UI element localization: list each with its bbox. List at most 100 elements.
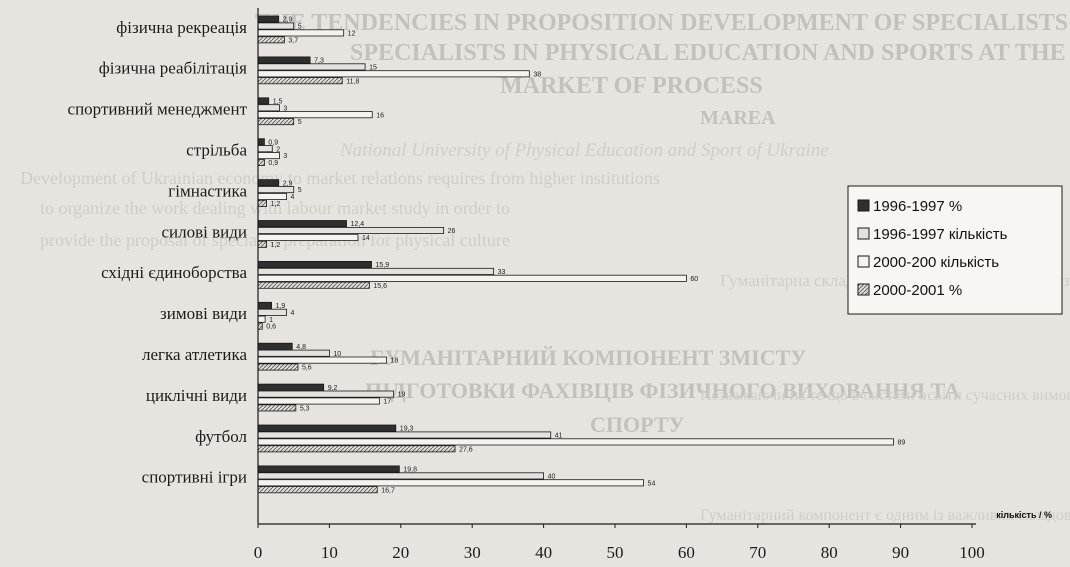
bar-value-label: 1,2 <box>271 242 281 249</box>
bar-open <box>257 29 345 37</box>
bar-value-label: 1,5 <box>273 99 283 106</box>
bar-value-label: 5 <box>298 187 302 194</box>
bar-value-label: 19 <box>398 392 406 399</box>
category-label: фізична реабілітація <box>99 59 247 78</box>
bar-hatch <box>257 445 456 453</box>
bar-light <box>257 390 395 398</box>
bar-solid <box>257 342 293 350</box>
bar-light <box>257 145 273 153</box>
bar-light <box>257 186 295 194</box>
bar-value-label: 4 <box>291 310 295 317</box>
x-axis-ticks: 0 10 20 30 40 50 60 70 80 90 100 <box>254 524 985 562</box>
bar-value-label: 3,7 <box>288 37 298 44</box>
bar-value-label: 16 <box>376 112 384 119</box>
bar-light <box>257 63 366 71</box>
bar-value-label: 5,3 <box>300 406 310 413</box>
bar-value-label: 0,6 <box>266 324 276 331</box>
category-label: циклічні види <box>146 386 247 405</box>
bar-value-label: 10 <box>333 351 341 358</box>
bleed-body-line: to organize the work dealing with labour… <box>40 198 510 218</box>
category-label: фізична рекреація <box>116 18 247 37</box>
bar-hatch <box>257 404 297 412</box>
bleed-body-line: Гуманітарний компонент є одним із важлив… <box>700 507 1070 524</box>
bar-light <box>257 431 552 439</box>
bar-value-label: 3 <box>283 105 287 112</box>
bar-value-label: 11,8 <box>346 78 359 85</box>
bar-value-label: 60 <box>690 276 698 283</box>
bar-solid <box>257 138 265 146</box>
x-tick-label: 30 <box>464 543 481 562</box>
bleed-heading-line: СПОРТУ <box>590 412 685 437</box>
bar-value-label: 41 <box>555 433 563 440</box>
bar-open <box>257 479 644 487</box>
bar-open <box>257 356 387 364</box>
bar-value-label: 1 <box>269 317 273 324</box>
bar-value-label: 9,2 <box>328 385 338 392</box>
bar-open <box>257 70 530 78</box>
bar-value-label: 18 <box>391 358 399 365</box>
x-tick-label: 90 <box>892 543 909 562</box>
bar-value-label: 5,6 <box>302 365 312 372</box>
bleed-heading-line: SPECIALISTS IN PHYSICAL EDUCATION AND SP… <box>350 40 1066 66</box>
bar-value-label: 0,9 <box>268 139 278 146</box>
bar-light <box>257 308 287 316</box>
bar-solid <box>257 56 311 64</box>
bar-value-label: 4 <box>291 194 295 201</box>
bar-value-label: 19,3 <box>400 426 414 433</box>
category-label: гімнастика <box>168 181 247 200</box>
bar-hatch <box>257 77 343 85</box>
bar-value-label: 26 <box>448 228 456 235</box>
bar-value-label: 2,9 <box>283 17 293 24</box>
legend-swatch-light <box>857 227 870 240</box>
bar-value-label: 15,9 <box>376 262 390 269</box>
legend-box <box>847 185 1063 315</box>
bar-solid <box>257 424 397 432</box>
x-tick-label: 20 <box>392 543 409 562</box>
bar-value-label: 38 <box>533 71 541 78</box>
bar-value-label: 1,2 <box>271 201 281 208</box>
bleed-heading-line: ПІДГОТОВКИ ФАХІВЦІВ ФІЗИЧНОГО ВИХОВАННЯ … <box>365 378 960 403</box>
bar-light <box>257 104 280 112</box>
category-label: спортивний менеджмент <box>68 100 248 119</box>
bar-value-label: 5 <box>298 24 302 31</box>
bar-solid <box>257 260 372 268</box>
x-tick-label: 100 <box>959 543 985 562</box>
legend-swatch-hatch <box>857 283 870 296</box>
x-tick-label: 60 <box>678 543 695 562</box>
bar-value-label: 40 <box>548 474 556 481</box>
bar-value-label: 15,6 <box>373 283 387 290</box>
bar-open <box>257 397 380 405</box>
bar-hatch <box>257 363 299 371</box>
bar-value-label: 17 <box>383 399 391 406</box>
bar-value-label: 27,6 <box>459 446 473 453</box>
bar-value-label: 19,8 <box>403 467 417 474</box>
bleed-body-line: Development of Ukrainian economy to mark… <box>20 168 660 188</box>
bar-light <box>257 349 330 357</box>
x-axis-label: кількість / % <box>996 510 1052 520</box>
bleed-heading-line: THE TENDENCIES IN PROPOSITION DEVELOPMEN… <box>255 10 1068 36</box>
x-tick-label: 70 <box>749 543 766 562</box>
bar-light <box>257 22 295 30</box>
bar-hatch <box>257 199 267 207</box>
bar-open <box>257 274 687 282</box>
bar-value-label: 4,8 <box>296 344 306 351</box>
bar-value-label: 5 <box>298 119 302 126</box>
bar-open <box>257 315 266 323</box>
bar-hatch <box>257 158 265 166</box>
category-label: східні єдиноборства <box>101 263 247 282</box>
bar-solid <box>257 465 400 473</box>
bar-solid <box>257 301 272 309</box>
bars <box>257 15 894 494</box>
bar-value-label: 33 <box>498 269 506 276</box>
bar-open <box>257 152 280 160</box>
bar-value-label: 89 <box>897 440 905 447</box>
legend-swatch-solid <box>857 199 870 212</box>
x-tick-label: 40 <box>535 543 552 562</box>
bar-hatch <box>257 36 285 44</box>
bar-light <box>257 472 545 480</box>
legend-swatch-open <box>857 255 870 268</box>
data-labels: 2,95123,77,3153811,81,531650,9230,92,954… <box>266 17 905 495</box>
bar-value-label: 12,4 <box>351 221 365 228</box>
bar-open <box>257 111 373 119</box>
